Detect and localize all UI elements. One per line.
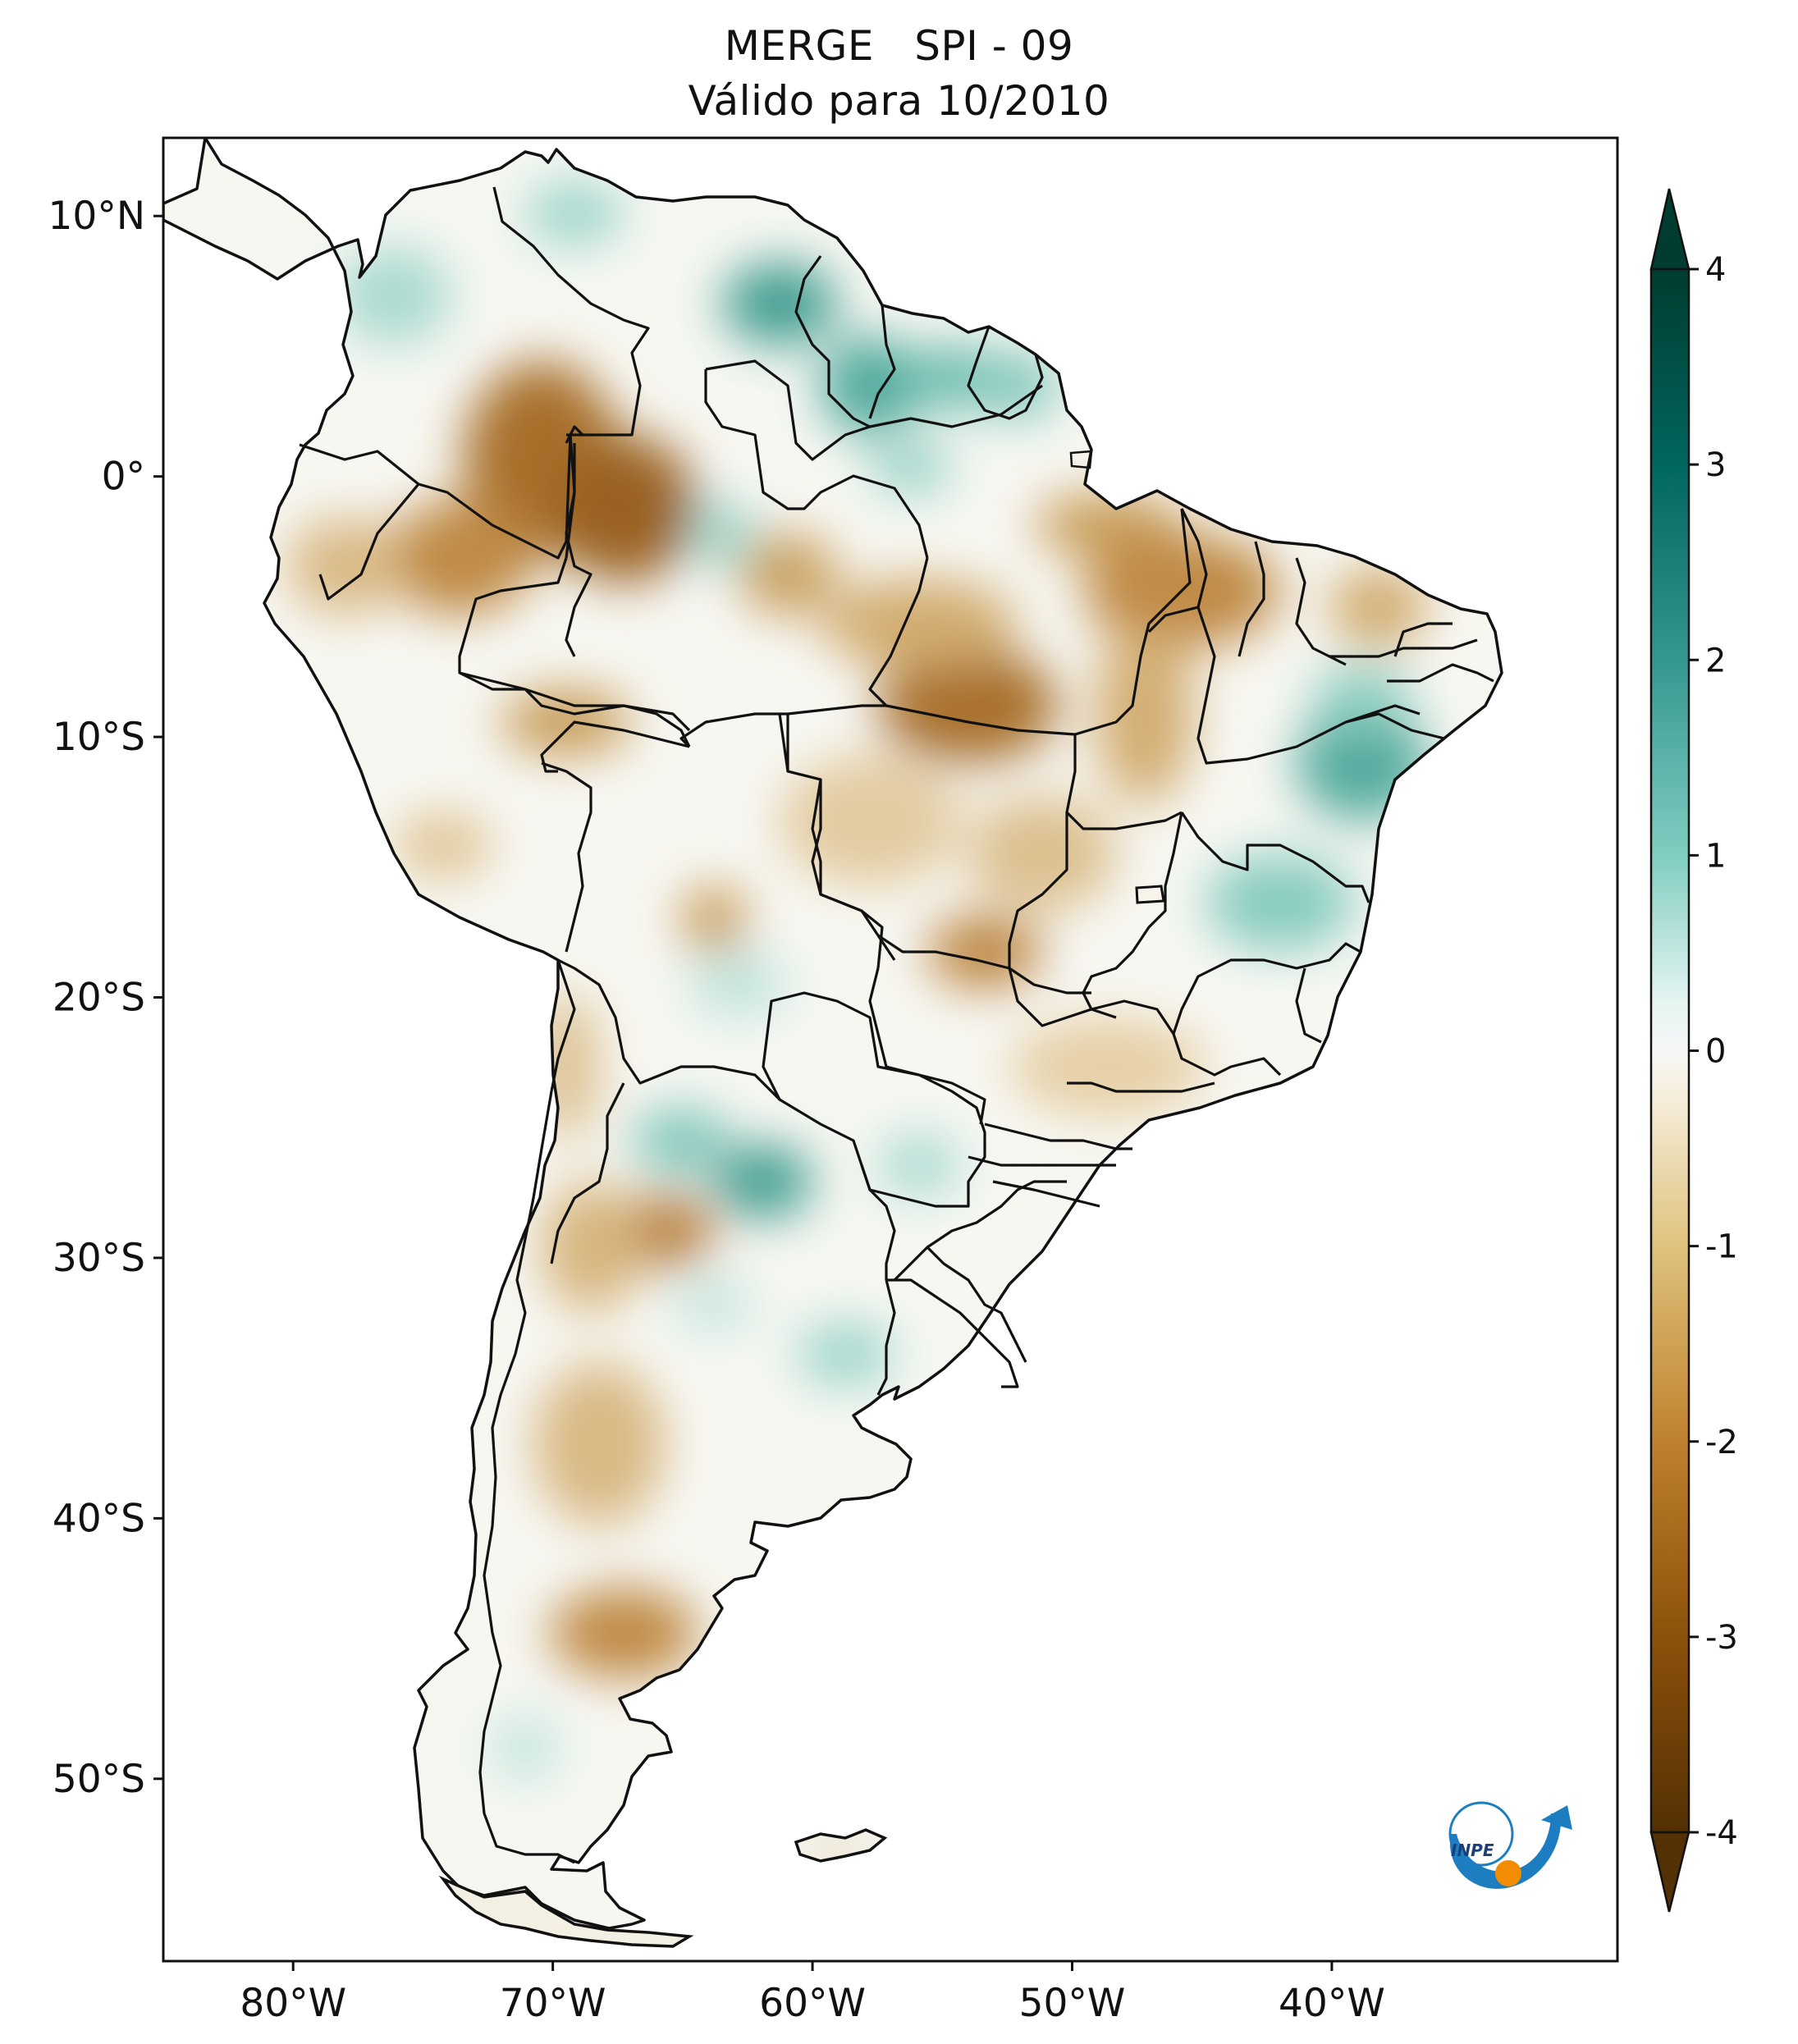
coastal-island xyxy=(1069,450,1093,469)
logo-arc xyxy=(1449,1813,1562,1889)
lon-tick-label: 70°W xyxy=(500,1981,606,2026)
lat-tick-label: 10°S xyxy=(53,715,145,760)
lon-tick-label: 60°W xyxy=(759,1981,866,2026)
lat-tick-label: 10°N xyxy=(48,194,145,239)
colorbar-tick-label: -2 xyxy=(1705,1424,1738,1461)
colorbar-gradient xyxy=(1649,268,1690,1834)
colorbar-tick-label: -3 xyxy=(1705,1619,1738,1657)
lat-tick-label: 0° xyxy=(102,455,145,500)
inpe-logo: INPE xyxy=(1448,1801,1572,1889)
lat-tick-label: 20°S xyxy=(53,976,145,1021)
latitude-axis: 10°N 0° 10°S 20°S 30°S 40°S 50°S xyxy=(48,194,163,1802)
map-subtitle: Válido para 10/2010 xyxy=(688,77,1110,125)
lon-tick-label: 80°W xyxy=(240,1981,346,2026)
logo-dot xyxy=(1495,1860,1521,1886)
map-frame xyxy=(162,136,1619,1963)
colorbar-ticks: 4 3 2 1 0 -1 -2 -3 -4 xyxy=(1689,251,1738,1852)
colorbar-tick-label: 1 xyxy=(1705,837,1726,875)
lat-tick-label: 50°S xyxy=(53,1757,145,1802)
lat-tick-label: 30°S xyxy=(53,1236,145,1281)
colorbar: 4 3 2 1 0 -1 -2 -3 -4 xyxy=(1649,188,1738,1913)
logo-orbit xyxy=(1448,1801,1514,1867)
map-title: MERGE SPI - 09 xyxy=(724,22,1074,70)
colorbar-tick-label: 3 xyxy=(1705,446,1726,484)
colorbar-extend-max xyxy=(1649,188,1690,271)
colorbar-tick-label: 2 xyxy=(1705,642,1726,679)
coastline xyxy=(163,138,1503,1930)
falkland-islands xyxy=(794,1828,888,1863)
colorbar-tick-label: -1 xyxy=(1705,1228,1738,1266)
longitude-axis: 80°W 70°W 60°W 50°W 40°W xyxy=(240,1961,1385,2026)
logo-text: INPE xyxy=(1451,1841,1494,1860)
colorbar-tick-label: -4 xyxy=(1705,1814,1738,1852)
tierra-del-fuego xyxy=(438,1875,694,1948)
colorbar-tick-label: 4 xyxy=(1705,251,1726,289)
lon-tick-label: 50°W xyxy=(1019,1981,1126,2026)
map-area xyxy=(163,138,1617,1961)
federal-district xyxy=(1135,885,1165,904)
lon-tick-label: 40°W xyxy=(1279,1981,1385,2026)
colorbar-tick-label: 0 xyxy=(1705,1033,1726,1071)
political-borders xyxy=(299,186,1494,1864)
colorbar-extend-min xyxy=(1649,1831,1690,1913)
logo-arrow xyxy=(1541,1805,1572,1830)
lat-tick-label: 40°S xyxy=(53,1496,145,1541)
